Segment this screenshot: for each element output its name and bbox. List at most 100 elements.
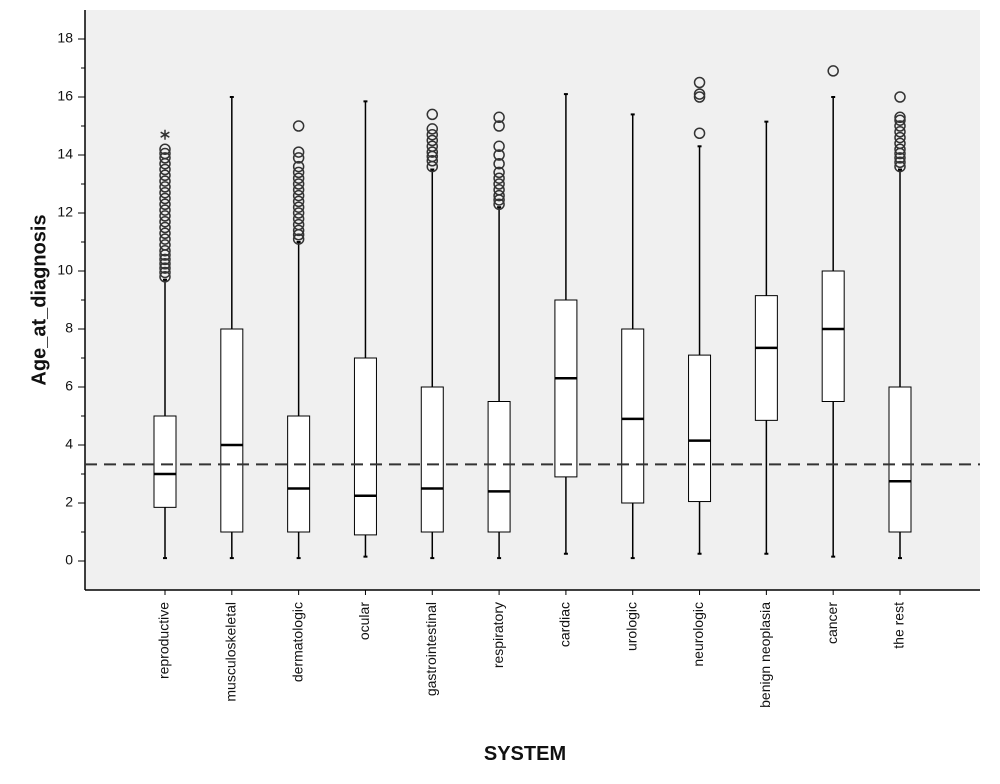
y-tick-label: 0: [65, 552, 73, 568]
outlier: [426, 108, 439, 121]
outlier: [159, 175, 171, 187]
x-tick-label: ocular: [356, 602, 372, 640]
outlier: [827, 65, 839, 77]
box: [821, 270, 845, 402]
y-tick-label: 16: [57, 88, 73, 104]
outlier: [493, 120, 505, 132]
box: [353, 357, 377, 536]
outlier: [292, 218, 305, 231]
outlier: [493, 149, 505, 161]
outlier: [292, 172, 305, 184]
outlier: [159, 152, 171, 164]
outlier: [292, 195, 305, 208]
outlier: [693, 91, 706, 103]
x-tick-label: cardiac: [557, 602, 573, 647]
outlier: [493, 184, 505, 196]
outlier: [159, 221, 171, 234]
outlier: [894, 111, 906, 124]
outlier: [292, 189, 305, 202]
outlier: [292, 166, 305, 179]
outlier: [894, 152, 906, 164]
outlier: [493, 111, 505, 124]
y-tick-label: 10: [57, 262, 73, 278]
x-tick-label: dermatologic: [289, 602, 305, 682]
outlier: [426, 155, 439, 167]
box: [487, 401, 511, 533]
outlier: [493, 140, 505, 153]
plot-area: [85, 10, 980, 590]
outlier: [894, 137, 906, 150]
outlier: [894, 131, 906, 144]
outlier: [292, 178, 305, 190]
outlier: [894, 143, 906, 155]
outlier: [159, 227, 171, 240]
x-tick-label: gastrointestinal: [423, 602, 439, 696]
outlier: [159, 244, 171, 257]
outlier: [159, 163, 171, 176]
x-tick-label: urologic: [623, 602, 639, 651]
outlier: [159, 253, 171, 266]
outlier: [426, 140, 439, 153]
x-tick-label: reproductive: [156, 602, 172, 679]
outlier: [159, 169, 171, 182]
outlier: [292, 120, 305, 132]
outlier: [894, 156, 906, 168]
outlier: [693, 76, 706, 89]
y-tick-label: 2: [65, 494, 73, 510]
outlier: [426, 128, 439, 141]
box: [420, 386, 444, 533]
x-tick-label: neurologic: [690, 602, 706, 667]
outlier: [159, 215, 171, 228]
outlier: [292, 184, 305, 196]
x-tick-label: respiratory: [490, 602, 506, 668]
outlier: [894, 160, 906, 173]
outlier: [159, 239, 171, 251]
box: [554, 299, 578, 478]
outlier: [894, 126, 906, 138]
outlier: [292, 224, 305, 237]
x-tick-label: musculoskeletal: [223, 602, 239, 702]
outlier: [159, 186, 171, 199]
outlier: [693, 88, 706, 100]
outlier: [292, 201, 305, 213]
y-axis-label: Age_at_diagnosis: [28, 214, 50, 385]
x-tick-label: benign neoplasia: [757, 602, 773, 708]
box: [621, 328, 645, 504]
y-tick-label: 6: [65, 378, 73, 394]
outlier: [159, 258, 171, 270]
outlier: [159, 198, 171, 211]
outlier: [426, 134, 439, 147]
box: [153, 415, 177, 508]
outlier: [493, 189, 505, 202]
outlier: [159, 266, 171, 279]
box: [754, 295, 778, 421]
box: [220, 328, 244, 533]
outlier: [159, 233, 171, 245]
y-tick-label: 14: [57, 146, 73, 162]
outlier: [159, 181, 171, 193]
outlier: [159, 192, 171, 205]
y-tick-label: 4: [65, 436, 73, 452]
outlier: [292, 146, 305, 158]
outlier: [159, 210, 171, 222]
outlier: [894, 114, 906, 126]
outlier: [493, 166, 505, 179]
outlier: [159, 271, 171, 283]
outlier: [159, 147, 171, 160]
outlier: [894, 120, 906, 132]
y-tick-label: 12: [57, 204, 73, 220]
outlier: [159, 262, 171, 274]
x-axis-label: SYSTEM: [484, 743, 566, 765]
outlier: [426, 123, 439, 135]
outlier: [493, 178, 505, 190]
x-tick-label: the rest: [891, 602, 907, 649]
outlier: [292, 213, 305, 225]
outlier: [292, 152, 305, 164]
outlier: [159, 204, 171, 216]
box: [287, 415, 311, 533]
outlier: [159, 143, 171, 155]
outlier: [292, 233, 305, 245]
outlier: [493, 157, 505, 170]
outlier: [292, 160, 305, 173]
extreme: [160, 129, 170, 140]
